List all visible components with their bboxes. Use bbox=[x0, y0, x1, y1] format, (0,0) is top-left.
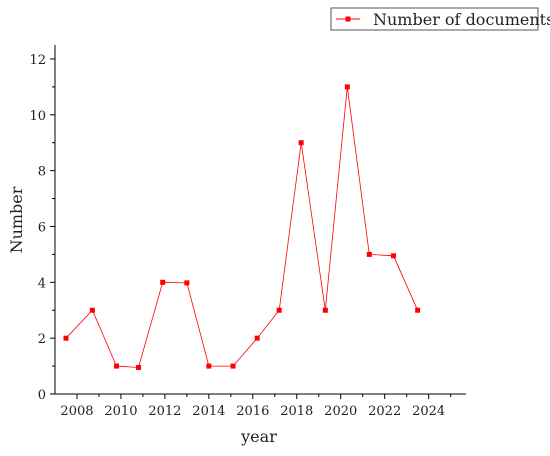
x-tick-label: 2014 bbox=[192, 404, 225, 419]
y-tick-label: 4 bbox=[38, 276, 46, 291]
data-point bbox=[206, 363, 212, 369]
data-point bbox=[254, 335, 260, 341]
data-point bbox=[322, 307, 328, 313]
data-point bbox=[230, 363, 236, 369]
x-tick-label: 2022 bbox=[368, 404, 401, 419]
data-point bbox=[390, 253, 396, 259]
x-tick-label: 2010 bbox=[104, 404, 137, 419]
data-point bbox=[114, 363, 120, 369]
data-point bbox=[160, 279, 166, 285]
y-tick-label: 2 bbox=[38, 332, 46, 347]
y-tick-label: 10 bbox=[29, 109, 46, 124]
data-point bbox=[344, 84, 350, 90]
data-point bbox=[276, 307, 282, 313]
legend-marker bbox=[345, 16, 351, 22]
x-tick-label: 2020 bbox=[324, 404, 357, 419]
x-tick-label: 2012 bbox=[148, 404, 181, 419]
y-tick-label: 6 bbox=[38, 220, 46, 235]
x-ticks: 2008 2010 2012 2014 2016 2018 2020 2022 2024 bbox=[60, 394, 452, 419]
y-axis-title: Number bbox=[7, 186, 26, 253]
x-axis-title: year bbox=[240, 427, 277, 446]
data-point bbox=[366, 251, 372, 257]
y-tick-label: 8 bbox=[38, 165, 46, 180]
y-tick-label: 12 bbox=[29, 53, 46, 68]
x-tick-label: 2018 bbox=[280, 404, 313, 419]
legend-label: Number of documents bbox=[373, 10, 550, 29]
data-point bbox=[63, 335, 69, 341]
series-line bbox=[65, 86, 418, 368]
x-tick-label: 2024 bbox=[412, 404, 445, 419]
data-point bbox=[136, 364, 142, 370]
data-point bbox=[184, 280, 190, 286]
legend: Number of documents bbox=[330, 7, 550, 31]
x-tick-label: 2016 bbox=[236, 404, 269, 419]
y-tick-label: 0 bbox=[38, 388, 46, 403]
y-ticks: 0 2 4 6 8 10 12 bbox=[29, 53, 55, 403]
data-point bbox=[298, 140, 304, 146]
x-tick-label: 2008 bbox=[60, 404, 93, 419]
series-layer bbox=[63, 84, 421, 370]
axes bbox=[54, 45, 466, 395]
legend-box bbox=[330, 7, 539, 31]
data-point bbox=[89, 307, 95, 313]
data-point bbox=[415, 307, 421, 313]
